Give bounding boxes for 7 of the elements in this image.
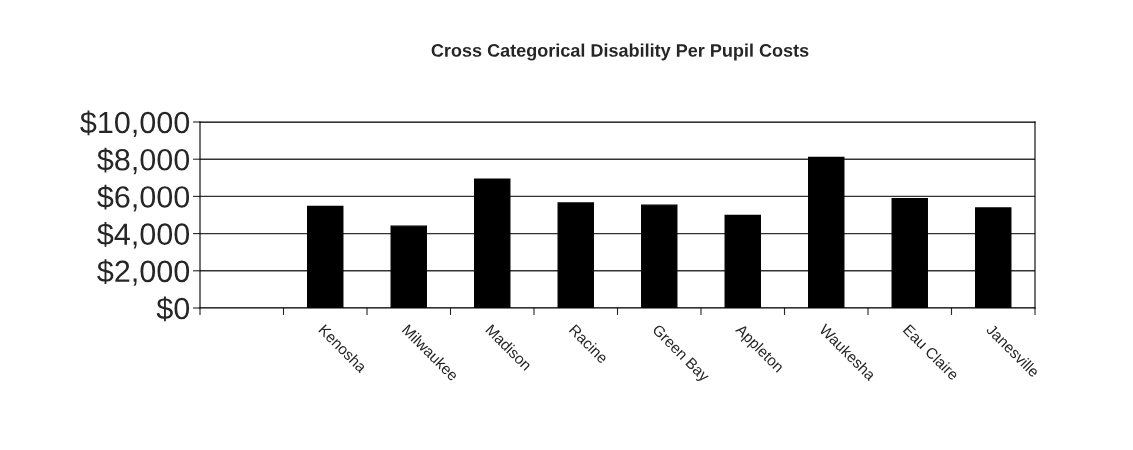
y-tick-label: $8,000 <box>97 147 190 175</box>
chart-title: Cross Categorical Disability Per Pupil Costs <box>431 43 809 61</box>
y-tick-label: $4,000 <box>97 222 190 249</box>
y-tick-label: $6,000 <box>97 184 190 212</box>
y-tick-label: $10,000 <box>80 110 190 137</box>
y-tick-label: $2,000 <box>97 259 190 286</box>
y-tick-label: $0 <box>156 296 190 322</box>
